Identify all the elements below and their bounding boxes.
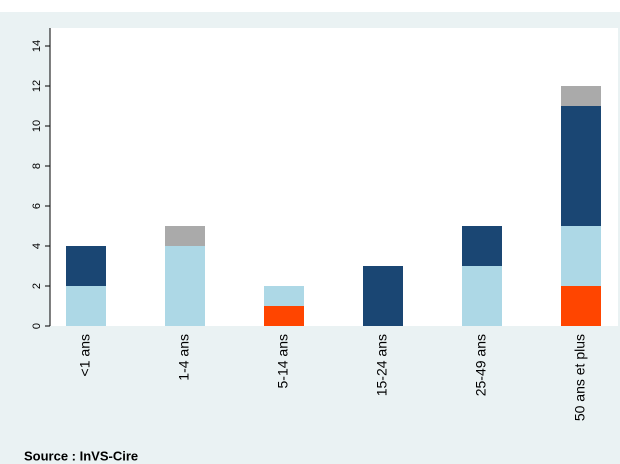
plot-area (50, 28, 618, 326)
bar-segment (165, 226, 205, 246)
x-tick-label: 25-49 ans (473, 334, 489, 396)
bar-segment (264, 306, 304, 326)
x-tick-label: 50 ans et plus (572, 334, 588, 421)
y-tick-label: 2 (31, 283, 43, 289)
bar-segment (165, 246, 205, 326)
y-tick-label: 0 (31, 323, 43, 329)
bar-segment (363, 266, 403, 326)
source: Source : InVS-Cire (24, 448, 138, 463)
x-tick-label: 1-4 ans (176, 334, 192, 381)
x-tick-label: 15-24 ans (374, 334, 390, 396)
x-tick-label: 5-14 ans (275, 334, 291, 388)
y-tick-label: 8 (31, 163, 43, 169)
bar-segment (561, 106, 601, 226)
bar-segment (462, 226, 502, 266)
bar-segment (561, 286, 601, 326)
bar-segment (561, 86, 601, 106)
bar-segment (561, 226, 601, 286)
bar-segment (264, 286, 304, 306)
x-tick-label: <1 ans (77, 334, 93, 376)
bar-segment (462, 266, 502, 326)
bar-segment (66, 286, 106, 326)
y-tick-label: 12 (31, 80, 43, 92)
y-tick-label: 4 (31, 243, 43, 249)
y-tick-label: 6 (31, 203, 43, 209)
bar-segment (66, 246, 106, 286)
y-tick-label: 10 (31, 120, 43, 132)
y-tick-label: 14 (31, 40, 43, 52)
